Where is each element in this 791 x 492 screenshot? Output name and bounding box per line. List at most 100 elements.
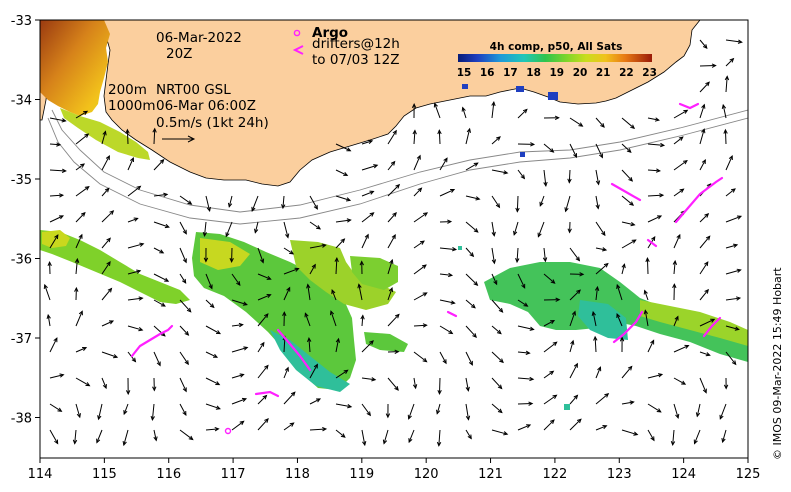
current-arrow bbox=[465, 325, 477, 338]
current-arrow bbox=[309, 195, 318, 210]
current-arrow-head bbox=[736, 268, 742, 273]
current-arrow bbox=[491, 325, 502, 335]
warm-sst-patch bbox=[40, 20, 110, 116]
current-arrow bbox=[127, 185, 141, 197]
current-arrow bbox=[595, 195, 599, 209]
current-arrow-head bbox=[239, 420, 245, 426]
current-arrow bbox=[465, 221, 479, 233]
current-arrow bbox=[413, 264, 427, 275]
sst-patch-east-cool bbox=[578, 300, 628, 340]
current-arrow-head bbox=[102, 384, 107, 390]
current-arrow bbox=[254, 221, 259, 233]
current-arrow-head bbox=[576, 418, 582, 424]
current-arrow-head bbox=[251, 206, 256, 212]
current-arrow-head bbox=[106, 260, 111, 266]
current-arrow bbox=[647, 143, 664, 146]
current-arrow-head bbox=[421, 264, 427, 269]
current-arrow bbox=[49, 337, 58, 353]
current-arrow-head bbox=[679, 188, 685, 193]
current-arrow bbox=[722, 104, 727, 119]
current-arrow-head bbox=[705, 81, 710, 87]
sst-speck-blue bbox=[516, 86, 524, 92]
current-arrow-head bbox=[451, 247, 458, 252]
current-arrow bbox=[724, 129, 727, 145]
current-arrow-head bbox=[263, 313, 269, 319]
current-arrow bbox=[257, 247, 264, 263]
current-arrow bbox=[439, 325, 453, 334]
current-arrow bbox=[358, 284, 363, 301]
current-arrow-head bbox=[53, 337, 58, 343]
current-arrow-head bbox=[723, 128, 728, 134]
current-arrow bbox=[537, 221, 545, 237]
current-arrow bbox=[331, 289, 337, 301]
current-arrow-head bbox=[678, 136, 684, 141]
current-arrow bbox=[673, 403, 679, 419]
current-arrow-head bbox=[503, 431, 509, 436]
current-arrow bbox=[413, 377, 417, 389]
current-arrow-head bbox=[643, 309, 649, 315]
current-arrow-head bbox=[616, 283, 621, 289]
current-arrow-head bbox=[573, 362, 578, 368]
current-arrow bbox=[699, 377, 707, 393]
current-arrow bbox=[569, 289, 581, 301]
current-arrow-head bbox=[307, 337, 312, 343]
current-arrow-head bbox=[724, 75, 730, 81]
current-arrow-head bbox=[595, 204, 600, 210]
current-arrow-head bbox=[259, 258, 265, 264]
current-arrow-head bbox=[522, 108, 528, 114]
current-arrow-head bbox=[496, 329, 502, 335]
sst-patch-west bbox=[40, 230, 190, 304]
current-arrow bbox=[673, 260, 676, 275]
current-arrow bbox=[283, 367, 289, 379]
current-arrow bbox=[179, 351, 189, 365]
current-arrow bbox=[309, 244, 326, 249]
current-arrow bbox=[75, 259, 78, 275]
current-arrow-head bbox=[214, 426, 220, 432]
current-arrow-head bbox=[537, 232, 542, 238]
current-arrow-head bbox=[473, 281, 479, 286]
current-arrow-head bbox=[491, 231, 496, 237]
drifters-label: drifters@12h bbox=[312, 36, 400, 52]
current-arrow bbox=[595, 117, 605, 128]
current-arrow-head bbox=[345, 197, 352, 202]
current-arrow bbox=[516, 247, 519, 262]
current-arrow-head bbox=[437, 389, 442, 395]
colorbar-tick-label: 20 bbox=[573, 67, 588, 79]
drifter-track bbox=[678, 102, 700, 110]
current-arrow-head bbox=[528, 401, 534, 406]
current-arrow bbox=[621, 239, 636, 249]
current-arrow bbox=[699, 261, 709, 275]
current-arrow-head bbox=[496, 136, 501, 141]
current-arrow bbox=[75, 311, 83, 327]
current-arrow-head bbox=[266, 275, 272, 280]
current-arrow-head bbox=[286, 286, 291, 292]
sst-speck bbox=[564, 404, 570, 410]
current-arrow-head bbox=[498, 307, 504, 313]
lat-tick-label: -33 bbox=[11, 14, 32, 29]
current-arrow bbox=[595, 393, 609, 405]
current-arrow-head bbox=[550, 319, 556, 325]
current-arrow-head bbox=[254, 228, 259, 234]
current-arrow bbox=[257, 273, 271, 280]
current-arrow-head bbox=[736, 296, 742, 301]
current-arrow-head bbox=[670, 440, 676, 447]
current-arrow-head bbox=[156, 361, 161, 367]
current-arrow bbox=[621, 169, 633, 182]
current-arrow-head bbox=[243, 346, 249, 351]
current-arrow bbox=[304, 313, 311, 327]
current-arrow bbox=[543, 169, 547, 186]
current-arrow-head bbox=[285, 233, 290, 239]
current-arrow-head bbox=[450, 188, 456, 193]
colorbar-tick-label: 19 bbox=[549, 67, 564, 79]
current-arrow-head bbox=[442, 359, 447, 365]
current-arrow-head bbox=[701, 128, 706, 134]
drifter-track bbox=[674, 176, 724, 224]
current-arrow-head bbox=[704, 261, 709, 267]
current-arrow-head bbox=[57, 407, 63, 412]
current-arrow-head bbox=[515, 258, 520, 264]
current-arrow bbox=[75, 377, 90, 387]
current-arrow-head bbox=[436, 409, 441, 415]
current-arrow bbox=[309, 221, 321, 230]
lon-tick-label: 118 bbox=[285, 467, 310, 482]
current-arrow bbox=[231, 324, 243, 327]
